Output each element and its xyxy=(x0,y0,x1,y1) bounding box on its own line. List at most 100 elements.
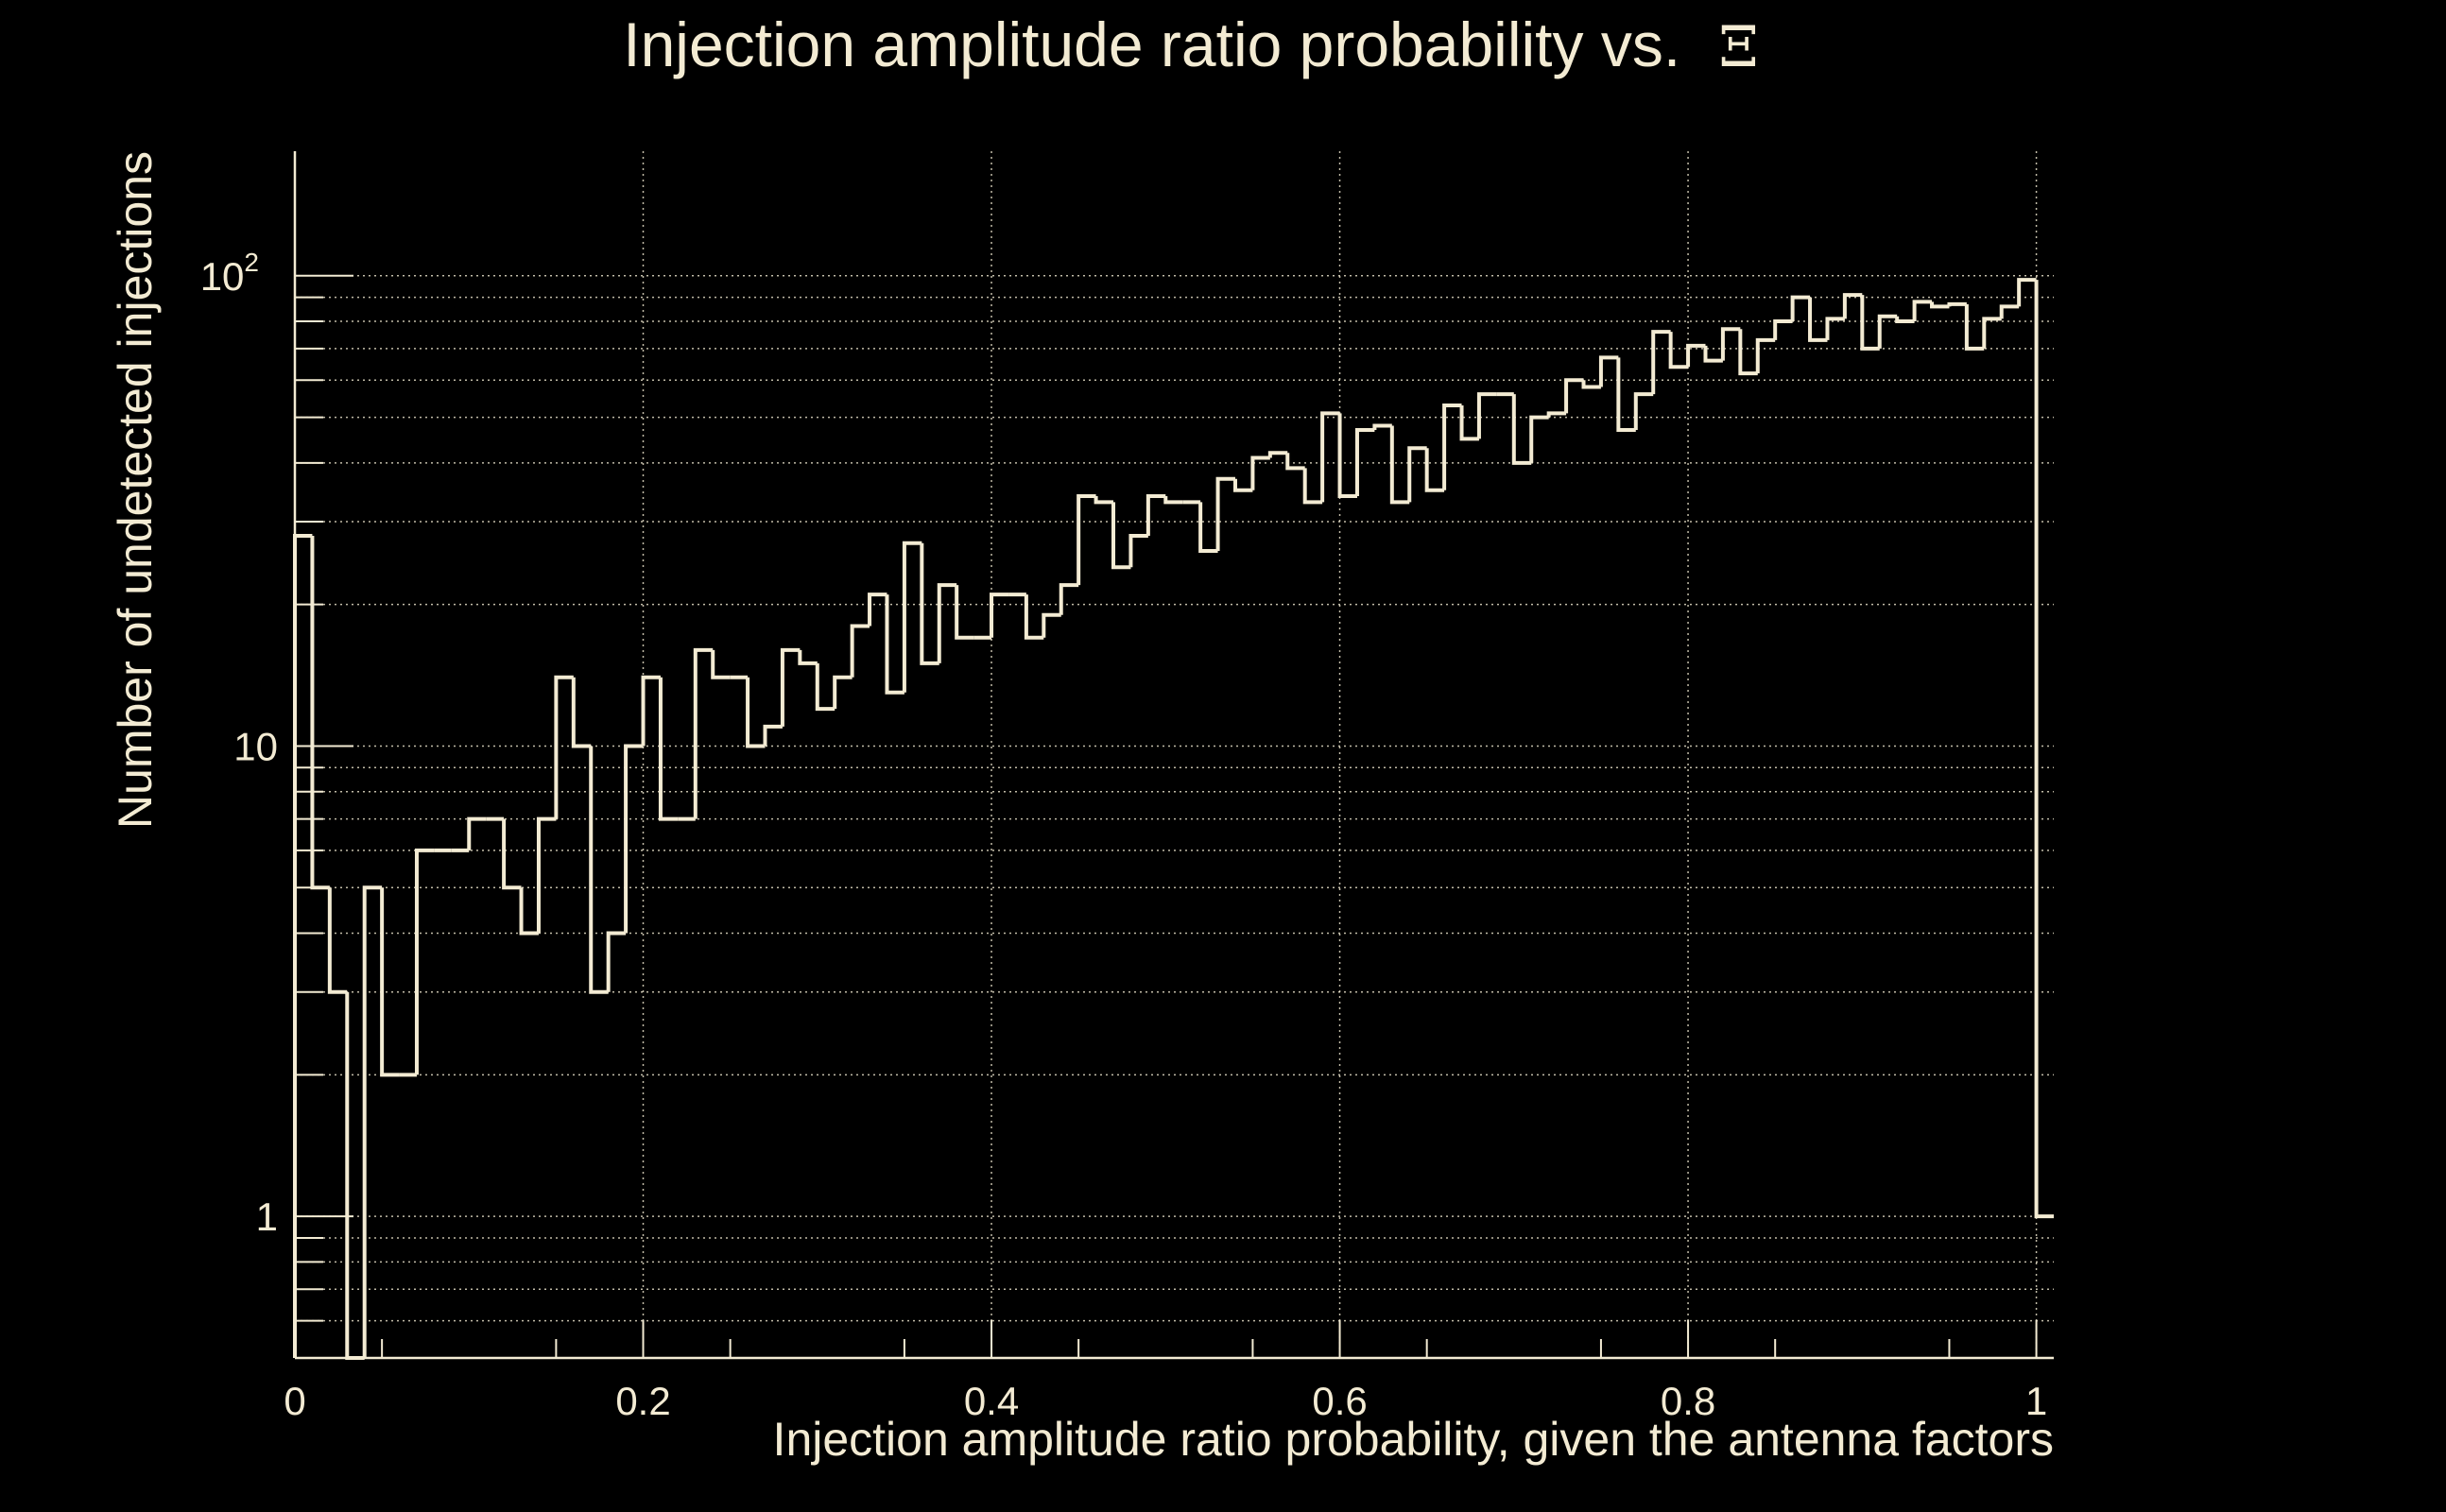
histogram-bin xyxy=(536,816,557,934)
histogram-bin xyxy=(1302,468,1323,505)
histogram-bin xyxy=(902,541,922,693)
histogram-bin xyxy=(2034,280,2054,1219)
histogram-bin xyxy=(1773,319,1793,340)
axes xyxy=(293,151,2054,1360)
y-axis-label: Number of undetected injections xyxy=(109,151,162,829)
histogram-bin xyxy=(362,885,383,1358)
histogram-bin xyxy=(1476,392,1497,439)
histogram-bin xyxy=(1895,316,1915,324)
histogram-bin xyxy=(1077,493,1096,586)
histogram-bin xyxy=(1842,293,1863,319)
histogram-bin xyxy=(1982,317,2002,349)
histogram-bin xyxy=(1128,533,1148,568)
histogram-bin xyxy=(1163,495,1183,505)
histogram-bin xyxy=(467,816,487,850)
histogram-bin xyxy=(1389,425,1410,505)
histogram-bin xyxy=(990,593,1009,638)
histogram-bin xyxy=(1581,380,1601,389)
chart-title-text: Injection amplitude ratio probability vs… xyxy=(623,9,1680,79)
histogram-bin xyxy=(502,818,522,890)
y-tick-label-base: 10 xyxy=(200,254,245,299)
histogram-bin xyxy=(815,662,835,712)
histogram-bin xyxy=(1042,612,1061,638)
histogram-bin xyxy=(380,887,400,1077)
histogram-bin xyxy=(1668,332,1689,369)
x-tick-label: 0.8 xyxy=(1661,1379,1715,1423)
histogram-bin xyxy=(1529,415,1549,463)
histogram-bin xyxy=(885,594,904,695)
histogram-bin xyxy=(1703,345,1723,363)
histogram-bin xyxy=(519,887,539,936)
histogram-bin xyxy=(1442,404,1462,490)
histogram-bin xyxy=(2017,278,2037,307)
histogram-bin xyxy=(571,677,592,748)
histogram-bin xyxy=(1424,448,1445,492)
chart-title-symbol: Ξ xyxy=(1719,14,1759,80)
histogram-bin xyxy=(937,583,957,663)
histogram-bin xyxy=(1215,476,1235,551)
histogram-bin xyxy=(955,585,974,640)
histogram-bin xyxy=(1024,594,1044,640)
y-tick-label: 10 xyxy=(233,724,278,768)
histogram-bin xyxy=(1094,495,1114,505)
histogram-bin xyxy=(1738,329,1758,376)
histogram-bin xyxy=(1808,297,1828,342)
histogram-bin xyxy=(1930,301,1950,309)
histogram-bin xyxy=(1564,378,1584,414)
histogram-bin xyxy=(414,848,435,1075)
y-tick-label: 1 xyxy=(256,1194,278,1239)
histogram-bin xyxy=(1686,343,1706,368)
histogram-bin xyxy=(641,675,661,747)
histogram-bin xyxy=(554,675,574,819)
histogram-bin xyxy=(1111,502,1131,570)
histogram-bin xyxy=(1320,411,1340,503)
histogram-bin xyxy=(1285,453,1305,471)
histogram-bin xyxy=(293,533,313,1358)
y-tick-label-exponent: 2 xyxy=(244,248,259,277)
histogram-bin xyxy=(746,677,766,748)
histogram-bin xyxy=(345,991,365,1360)
histogram-bin xyxy=(1860,295,1880,351)
histogram-bins xyxy=(293,278,2054,1360)
histogram-bin xyxy=(1964,303,1985,351)
histogram-bin xyxy=(850,624,870,678)
histogram-bin xyxy=(1790,295,1811,322)
histogram-bin xyxy=(1633,392,1654,430)
histogram-bin xyxy=(711,649,731,679)
histogram-bin xyxy=(920,542,939,665)
chart-title: Injection amplitude ratio probability vs… xyxy=(623,9,1758,80)
histogram-bin xyxy=(693,647,714,819)
histogram-bin xyxy=(658,677,679,821)
grid-lines xyxy=(295,151,2054,1359)
histogram-bin xyxy=(1598,355,1619,387)
histogram-bin xyxy=(868,593,887,627)
histogram-bin xyxy=(1267,451,1288,458)
histogram-bin xyxy=(624,744,644,934)
histogram-bin xyxy=(310,535,330,890)
x-axis-label: Injection amplitude ratio probability, g… xyxy=(773,1413,2054,1466)
histogram-bin xyxy=(1059,583,1079,615)
x-tick-label: 0.2 xyxy=(615,1379,670,1423)
histogram-bin xyxy=(1459,405,1479,441)
histogram-bin xyxy=(780,647,801,727)
histogram-bin xyxy=(1337,413,1357,498)
histogram-bin xyxy=(1372,423,1392,430)
histogram-bin xyxy=(1232,478,1253,492)
histogram-bin xyxy=(798,649,818,665)
x-tick-label: 1 xyxy=(2025,1379,2047,1423)
histogram-bin xyxy=(1720,327,1741,361)
x-tick-label: 0.4 xyxy=(964,1379,1019,1423)
histogram-bin xyxy=(1755,337,1776,374)
histogram-bin xyxy=(1825,317,1845,340)
histogram-bin xyxy=(1546,411,1567,418)
x-tick-label: 0 xyxy=(284,1379,305,1423)
histogram-bin xyxy=(833,675,853,710)
histogram-bin xyxy=(589,746,609,994)
histogram-bin xyxy=(1407,446,1427,503)
y-tick-label: 102 xyxy=(200,248,259,299)
histogram-bin xyxy=(327,887,348,994)
histogram-bin xyxy=(1354,427,1375,496)
